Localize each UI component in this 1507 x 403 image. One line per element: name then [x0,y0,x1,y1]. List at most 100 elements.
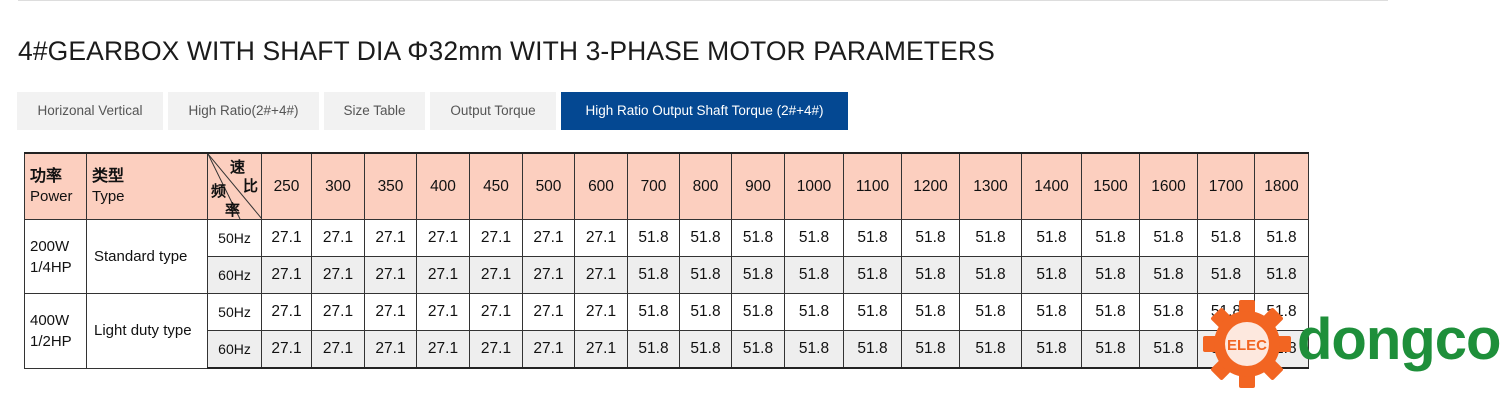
ratio-header: 600 [574,152,628,220]
torque-value-cell: 27.1 [261,256,312,294]
corner-freq-label-1: 频 [211,183,227,200]
torque-value-cell: 27.1 [469,219,523,257]
torque-value-cell: 27.1 [522,293,575,331]
type-header-en: Type [92,187,125,205]
torque-value-cell: 51.8 [627,219,680,257]
page-title: 4#GEARBOX WITH SHAFT DIA Φ32mm WITH 3-PH… [18,36,995,66]
ratio-header: 1400 [1021,152,1082,220]
power-cell: 400W 1/2HP [24,293,87,369]
corner-speed-label: 速 [230,159,246,176]
torque-value-cell: 27.1 [261,219,312,257]
torque-value-cell: 51.8 [784,256,844,294]
torque-value-cell: 51.8 [1081,330,1140,369]
torque-value-cell: 27.1 [522,256,575,294]
torque-value-cell: 27.1 [469,293,523,331]
ratio-header: 700 [627,152,680,220]
power-header-en: Power [30,187,73,205]
ratio-header: 350 [364,152,417,220]
diagonal-lines [208,154,262,219]
torque-value-cell: 51.8 [1254,256,1309,294]
torque-value-cell: 51.8 [901,219,960,257]
torque-value-cell: 51.8 [959,256,1022,294]
torque-value-cell: 51.8 [959,293,1022,331]
type-cell: Standard type [86,219,208,294]
torque-value-cell: 51.8 [627,293,680,331]
tab-high-ratio-output-shaft-torque[interactable]: High Ratio Output Shaft Torque (2#+4#) [561,92,848,130]
torque-value-cell: 27.1 [311,330,365,369]
torque-value-cell: 51.8 [901,330,960,369]
table-row: 60Hz 27.1 27.1 27.1 27.1 27.1 27.1 27.1 51.8 51.8… [25,256,1309,294]
tab-high-ratio[interactable]: High Ratio(2#+4#) [168,92,319,130]
power-hp: 1/4HP [30,258,72,276]
torque-value-cell: 51.8 [1081,219,1140,257]
torque-value-cell: 27.1 [574,330,628,369]
ratio-header: 1000 [784,152,844,220]
type-header: 类型 Type [86,152,208,220]
torque-value-cell: 27.1 [364,256,417,294]
table-row: 200W 1/4HP Standard type 50Hz 27.1 27.1 27.1 27… [24,219,1309,294]
torque-value-cell: 51.8 [731,293,785,331]
gear-logo-icon: ELEC [1203,300,1291,388]
top-divider [18,0,1388,1]
ratio-header: 1100 [843,152,902,220]
torque-value-cell: 51.8 [679,219,732,257]
ratio-header: 400 [416,152,470,220]
type-cell: Light duty type [86,293,208,369]
tab-horizonal-vertical[interactable]: Horizonal Vertical [17,92,163,130]
torque-value-cell: 51.8 [1139,219,1198,257]
torque-value-cell: 51.8 [843,293,902,331]
ratio-header: 1800 [1254,152,1309,220]
parameters-table: 功率 Power 类型 Type 速 比 频 率 250 300 350 400 [24,152,1309,369]
torque-value-cell: 51.8 [1021,293,1082,331]
torque-value-cell: 51.8 [627,256,680,294]
logo-badge-text: ELEC [1227,337,1267,354]
corner-freq-label-2: 率 [225,202,241,219]
torque-value-cell: 51.8 [901,293,960,331]
torque-value-cell: 51.8 [679,330,732,369]
torque-value-cell: 51.8 [784,330,844,369]
power-watts: 200W [30,237,70,255]
ratio-header: 500 [522,152,575,220]
torque-value-cell: 51.8 [731,256,785,294]
power-header-zh: 功率 [30,167,63,185]
frequency-cell: 50Hz [207,219,262,257]
ratio-header: 900 [731,152,785,220]
torque-value-cell: 27.1 [364,293,417,331]
torque-value-cell: 27.1 [261,330,312,369]
torque-value-cell: 51.8 [1081,256,1140,294]
torque-value-cell: 51.8 [1081,293,1140,331]
torque-value-cell: 27.1 [311,219,365,257]
type-header-zh: 类型 [92,167,125,185]
power-header: 功率 Power [24,152,87,220]
torque-value-cell: 51.8 [1139,256,1198,294]
torque-value-cell: 27.1 [311,256,365,294]
tab-output-torque[interactable]: Output Torque [430,92,556,130]
torque-value-cell: 27.1 [416,219,470,257]
power-watts: 400W [30,311,70,329]
torque-value-cell: 27.1 [522,219,575,257]
corner-header: 速 比 频 率 [207,152,262,220]
frequency-cell: 50Hz [207,293,262,331]
torque-value-cell: 27.1 [416,330,470,369]
torque-value-cell: 27.1 [574,219,628,257]
frequency-cell: 60Hz [207,330,262,369]
torque-value-cell: 51.8 [627,330,680,369]
corner-ratio-label: 比 [243,178,259,195]
torque-value-cell: 27.1 [364,330,417,369]
torque-value-cell: 27.1 [416,293,470,331]
logo-wordmark: dongco [1297,307,1501,372]
ratio-header: 1300 [959,152,1022,220]
torque-value-cell: 27.1 [574,256,628,294]
ratio-header: 1500 [1081,152,1140,220]
torque-value-cell: 27.1 [311,293,365,331]
torque-value-cell: 51.8 [679,256,732,294]
ratio-header: 800 [679,152,732,220]
torque-value-cell: 27.1 [522,330,575,369]
torque-value-cell: 51.8 [679,293,732,331]
torque-value-cell: 27.1 [469,256,523,294]
power-cell: 200W 1/4HP [24,219,87,294]
table-row: 60Hz 27.1 27.1 27.1 27.1 27.1 27.1 27.1 51.8 51.8… [25,330,1309,369]
tab-size-table[interactable]: Size Table [324,92,425,130]
torque-value-cell: 51.8 [1021,330,1082,369]
torque-value-cell: 51.8 [843,330,902,369]
